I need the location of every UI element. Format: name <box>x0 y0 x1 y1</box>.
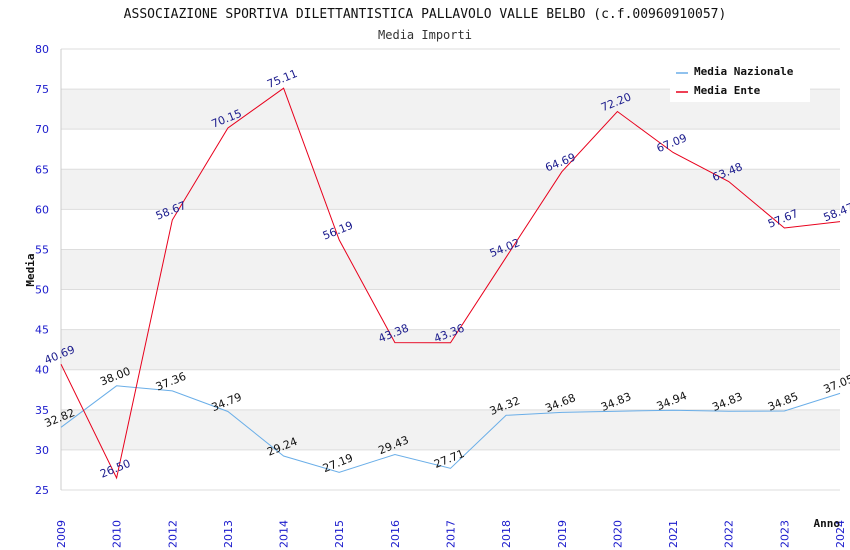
y-axis-label: Media <box>24 253 37 286</box>
x-tick-label: 2012 <box>166 520 179 548</box>
x-tick-label: 2009 <box>55 520 68 548</box>
grid-band <box>61 249 840 290</box>
y-tick-label: 60 <box>35 203 49 216</box>
x-tick-label: 2014 <box>278 520 291 548</box>
x-tick-label: 2023 <box>778 520 791 548</box>
y-tick-label: 80 <box>35 43 49 56</box>
data-label: 26.50 <box>98 457 132 481</box>
x-tick-label: 2017 <box>445 520 458 548</box>
grid-band <box>61 409 840 450</box>
x-tick-label: 2022 <box>723 520 736 548</box>
y-tick-label: 25 <box>35 484 49 497</box>
data-label: 37.36 <box>154 370 188 394</box>
chart-title: ASSOCIAZIONE SPORTIVA DILETTANTISTICA PA… <box>124 7 727 22</box>
legend-background <box>670 60 810 102</box>
y-tick-label: 50 <box>35 284 49 297</box>
x-tick-label: 2015 <box>333 520 346 548</box>
y-tick-label: 30 <box>35 444 49 457</box>
data-label: 56.19 <box>321 219 355 243</box>
y-axis-ticks: 25 30 35 40 45 50 55 60 65 70 75 80 <box>35 43 49 497</box>
x-tick-label: 2010 <box>111 520 124 548</box>
x-axis-ticks: 2009 2010 2012 2013 2014 2015 2016 2017 2018 2019… <box>55 520 847 548</box>
x-axis-label: Anno <box>814 517 841 530</box>
x-tick-label: 2016 <box>389 520 402 548</box>
x-tick-label: 2024 <box>834 520 847 548</box>
background-bands <box>61 89 840 450</box>
series-line-media-nazionale <box>60 385 841 473</box>
y-tick-label: 35 <box>35 404 49 417</box>
data-label: 27.71 <box>432 447 466 471</box>
x-tick-label: 2019 <box>556 520 569 548</box>
y-tick-label: 70 <box>35 123 49 136</box>
x-tick-label: 2021 <box>667 520 680 548</box>
x-tick-label: 2020 <box>611 520 624 548</box>
legend: Media Nazionale Media Ente <box>670 60 810 102</box>
grid-band <box>61 329 840 370</box>
data-label: 37.05 <box>822 372 850 396</box>
y-tick-label: 45 <box>35 324 49 337</box>
series-line-media-ente <box>60 87 841 480</box>
x-tick-label: 2018 <box>500 520 513 548</box>
y-tick-label: 55 <box>35 243 49 256</box>
legend-label-media-ente: Media Ente <box>694 84 761 97</box>
y-tick-label: 40 <box>35 364 49 377</box>
x-tick-label: 2013 <box>222 520 235 548</box>
y-tick-label: 75 <box>35 83 49 96</box>
legend-label-media-nazionale: Media Nazionale <box>694 65 794 78</box>
grid-lines <box>60 48 840 491</box>
series-lines <box>60 87 841 480</box>
y-tick-label: 65 <box>35 163 49 176</box>
data-label: 75.11 <box>265 67 299 91</box>
chart-subtitle: Media Importi <box>378 28 472 42</box>
